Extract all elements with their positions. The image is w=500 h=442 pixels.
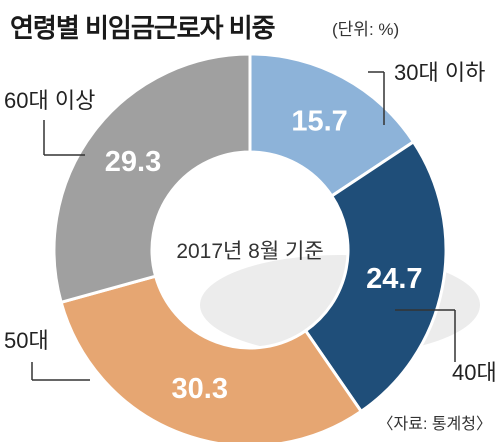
category-label-4: 60대 이상 xyxy=(4,88,95,113)
value-label-4: 29.3 xyxy=(105,146,161,178)
slice-4 xyxy=(52,52,252,305)
category-label-1: 30대 이하 xyxy=(394,60,485,85)
unit-label: (단위: %) xyxy=(332,20,400,39)
donut-labels: 15.7 30대 이하 24.7 40대 30.3 50대 29.3 60대 이상 xyxy=(4,60,497,405)
category-label-2: 40대 xyxy=(452,360,497,385)
slice-2 xyxy=(303,139,448,414)
value-label-2: 24.7 xyxy=(366,263,422,295)
slice-3 xyxy=(59,274,364,442)
slice-1 xyxy=(248,52,416,199)
value-label-3: 30.3 xyxy=(172,373,228,405)
source-note: 〈자료: 통계청〉 xyxy=(377,416,493,433)
chart-title: 연령별 비임금근로자 비중 xyxy=(10,13,276,43)
value-label-1: 15.7 xyxy=(291,106,347,138)
category-label-3: 50대 xyxy=(4,328,49,353)
donut-slices xyxy=(52,52,448,442)
center-label: 2017년 8월 기준 xyxy=(176,240,323,263)
